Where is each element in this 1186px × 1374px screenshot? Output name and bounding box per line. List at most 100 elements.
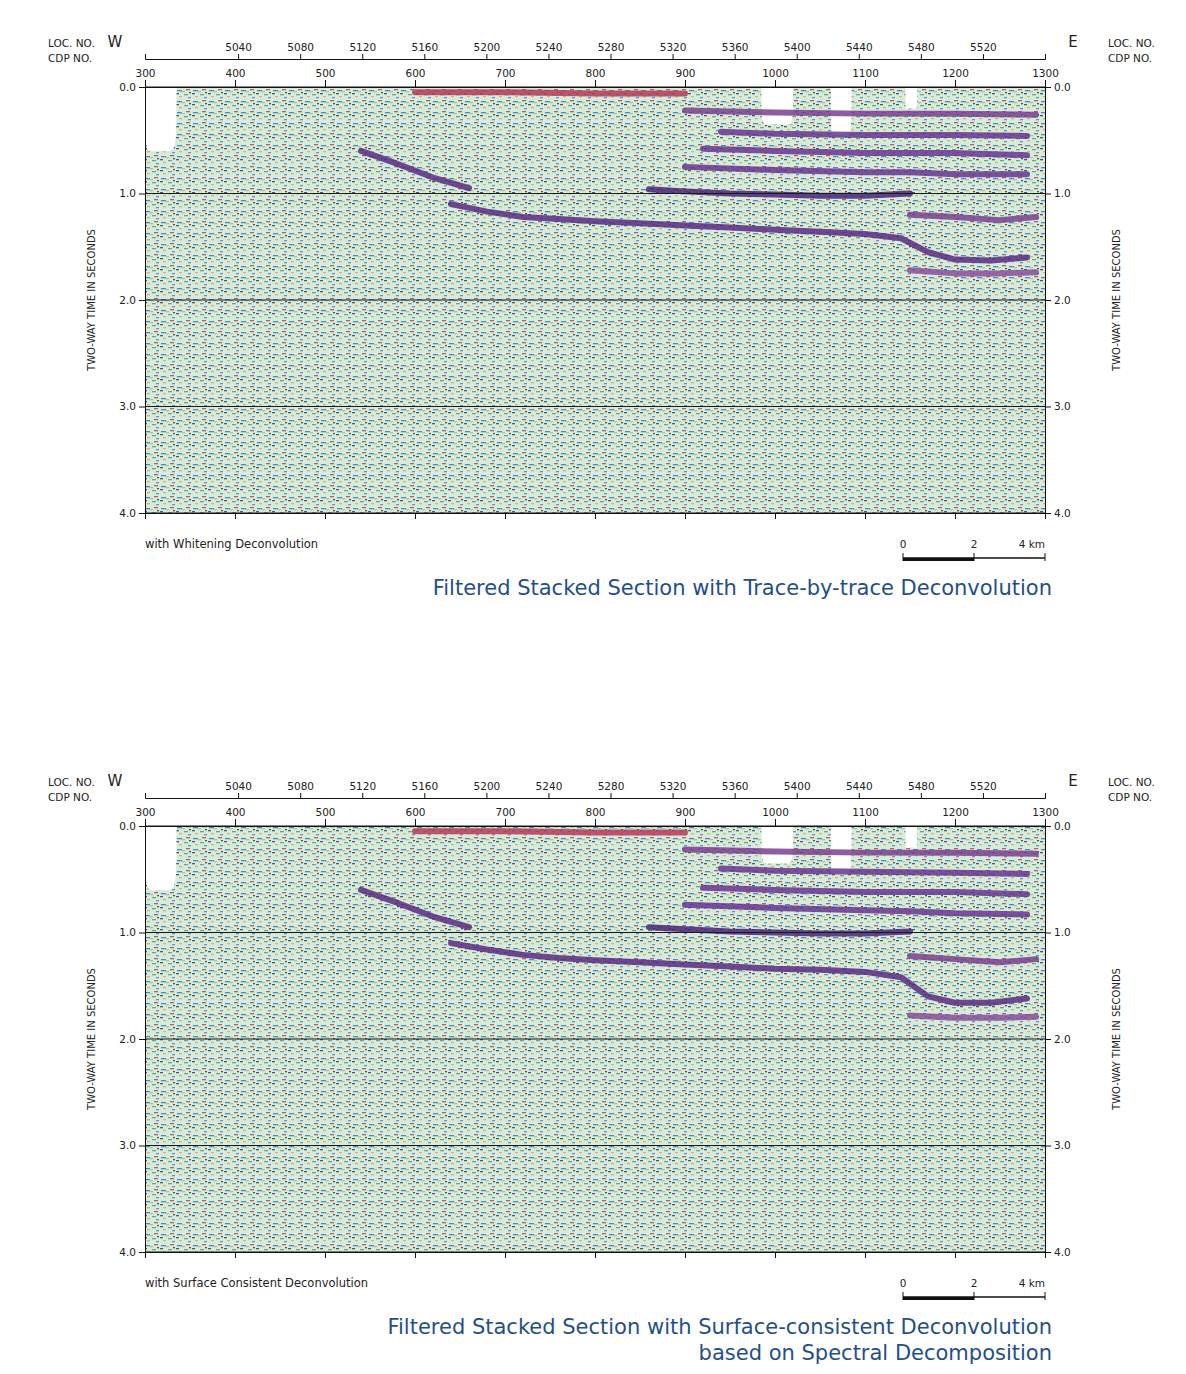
tick-label: 5120 bbox=[349, 41, 376, 53]
tick: 3.0 bbox=[1045, 400, 1071, 412]
tick: 5120 bbox=[349, 780, 376, 798]
tick-mark bbox=[139, 933, 145, 934]
tick: 300 bbox=[135, 67, 155, 87]
tick-label: 1100 bbox=[852, 806, 879, 818]
tick-label: 5520 bbox=[970, 41, 997, 53]
tick-mark bbox=[865, 819, 866, 826]
tick-mark bbox=[139, 407, 145, 408]
tick-label: 4.0 bbox=[1054, 1246, 1071, 1258]
grid-line bbox=[145, 406, 1045, 407]
noise-texture bbox=[145, 87, 1045, 513]
tick-label: 300 bbox=[135, 806, 155, 818]
tick-mark bbox=[859, 793, 860, 798]
reflector bbox=[361, 890, 469, 927]
tick-mark bbox=[1045, 87, 1051, 88]
tick-mark bbox=[1045, 933, 1051, 934]
tick-label: 1000 bbox=[762, 806, 789, 818]
reflector bbox=[685, 167, 1027, 174]
tick-label: 5160 bbox=[411, 41, 438, 53]
tick-label: 4.0 bbox=[119, 1246, 136, 1258]
tick-mark bbox=[424, 54, 425, 59]
axis-title: LOC. NO. bbox=[48, 776, 95, 788]
tick-label: 1.0 bbox=[1054, 926, 1071, 938]
tick-label: 2.0 bbox=[119, 1033, 136, 1045]
no-data-zone bbox=[145, 87, 177, 151]
tick: 0.0 bbox=[119, 81, 145, 93]
reflector bbox=[649, 189, 910, 195]
no-data-zone bbox=[906, 87, 918, 109]
tick bbox=[775, 513, 776, 519]
reflector bbox=[721, 869, 1027, 874]
reflector bbox=[451, 204, 1027, 260]
tick-mark bbox=[415, 513, 416, 519]
tick-mark bbox=[611, 793, 612, 798]
axis-title: LOC. NO. bbox=[48, 37, 95, 49]
tick: 3.0 bbox=[119, 400, 145, 412]
tick-mark bbox=[685, 513, 686, 519]
tick-mark bbox=[903, 1292, 904, 1300]
tick-mark bbox=[235, 80, 236, 87]
axis-title: CDP NO. bbox=[1108, 52, 1152, 64]
reflector bbox=[685, 849, 1036, 853]
tick-mark bbox=[865, 1252, 866, 1258]
tick-label: 400 bbox=[225, 806, 245, 818]
tick-label: 5360 bbox=[722, 780, 749, 792]
grid bbox=[145, 87, 1045, 513]
tick: 4.0 bbox=[119, 507, 145, 519]
tick-mark bbox=[955, 819, 956, 826]
reflector bbox=[703, 888, 1027, 894]
reflector bbox=[910, 215, 1036, 220]
tick-mark bbox=[595, 80, 596, 87]
panel: 3004005006007008009001000110012001300504… bbox=[48, 33, 1155, 600]
tick-mark bbox=[139, 826, 145, 827]
tick: 1100 bbox=[852, 67, 879, 87]
tick-mark bbox=[955, 1252, 956, 1258]
tick: 4.0 bbox=[119, 1246, 145, 1258]
no-data-zone bbox=[145, 826, 177, 890]
tick-label: 1000 bbox=[762, 67, 789, 79]
tick-mark bbox=[505, 80, 506, 87]
tick-mark bbox=[775, 80, 776, 87]
tick-label: 5280 bbox=[598, 41, 625, 53]
tick-mark bbox=[595, 513, 596, 519]
direction-label: E bbox=[1068, 33, 1077, 51]
tick: 5200 bbox=[474, 780, 501, 798]
tick-mark bbox=[1045, 1292, 1046, 1300]
tick-mark bbox=[1045, 826, 1051, 827]
tick: 400 bbox=[225, 806, 245, 826]
tick-mark bbox=[235, 819, 236, 826]
scale-bar-segment bbox=[903, 1297, 974, 1300]
axis: 3004005006007008009001000110012001300 bbox=[135, 806, 1058, 827]
axis-title: LOC. NO. bbox=[1108, 37, 1155, 49]
tick-mark bbox=[955, 80, 956, 87]
axis: 0.01.02.03.04.0 bbox=[1045, 81, 1071, 519]
axis bbox=[146, 1252, 1046, 1258]
tick-mark bbox=[139, 1039, 145, 1040]
tick-mark bbox=[238, 793, 239, 798]
tick-mark bbox=[903, 553, 904, 561]
tick: 5040 bbox=[225, 780, 252, 798]
reflector bbox=[910, 270, 1036, 273]
tick-label: 1.0 bbox=[1054, 187, 1071, 199]
reflector bbox=[415, 831, 685, 832]
tick-label: 300 bbox=[135, 67, 155, 79]
tick-label: 5080 bbox=[287, 780, 314, 792]
tick-mark bbox=[685, 819, 686, 826]
reflector bbox=[451, 943, 1027, 1003]
axis: 5040508051205160520052405280532053605400… bbox=[146, 780, 1046, 799]
tick-label: 5120 bbox=[349, 780, 376, 792]
tick-mark bbox=[1045, 553, 1046, 561]
grid-line bbox=[145, 1039, 1045, 1040]
tick-mark bbox=[673, 54, 674, 59]
tick: 5240 bbox=[536, 780, 563, 798]
reflector bbox=[685, 905, 1027, 915]
reflector bbox=[703, 149, 1027, 155]
tick: 1.0 bbox=[119, 187, 145, 199]
tick: 700 bbox=[495, 806, 515, 826]
axis-title: CDP NO. bbox=[48, 791, 92, 803]
tick: 5520 bbox=[970, 780, 997, 798]
tick-mark bbox=[139, 194, 145, 195]
axis bbox=[146, 513, 1046, 519]
tick-mark bbox=[1045, 819, 1046, 826]
tick-label: 500 bbox=[315, 806, 335, 818]
